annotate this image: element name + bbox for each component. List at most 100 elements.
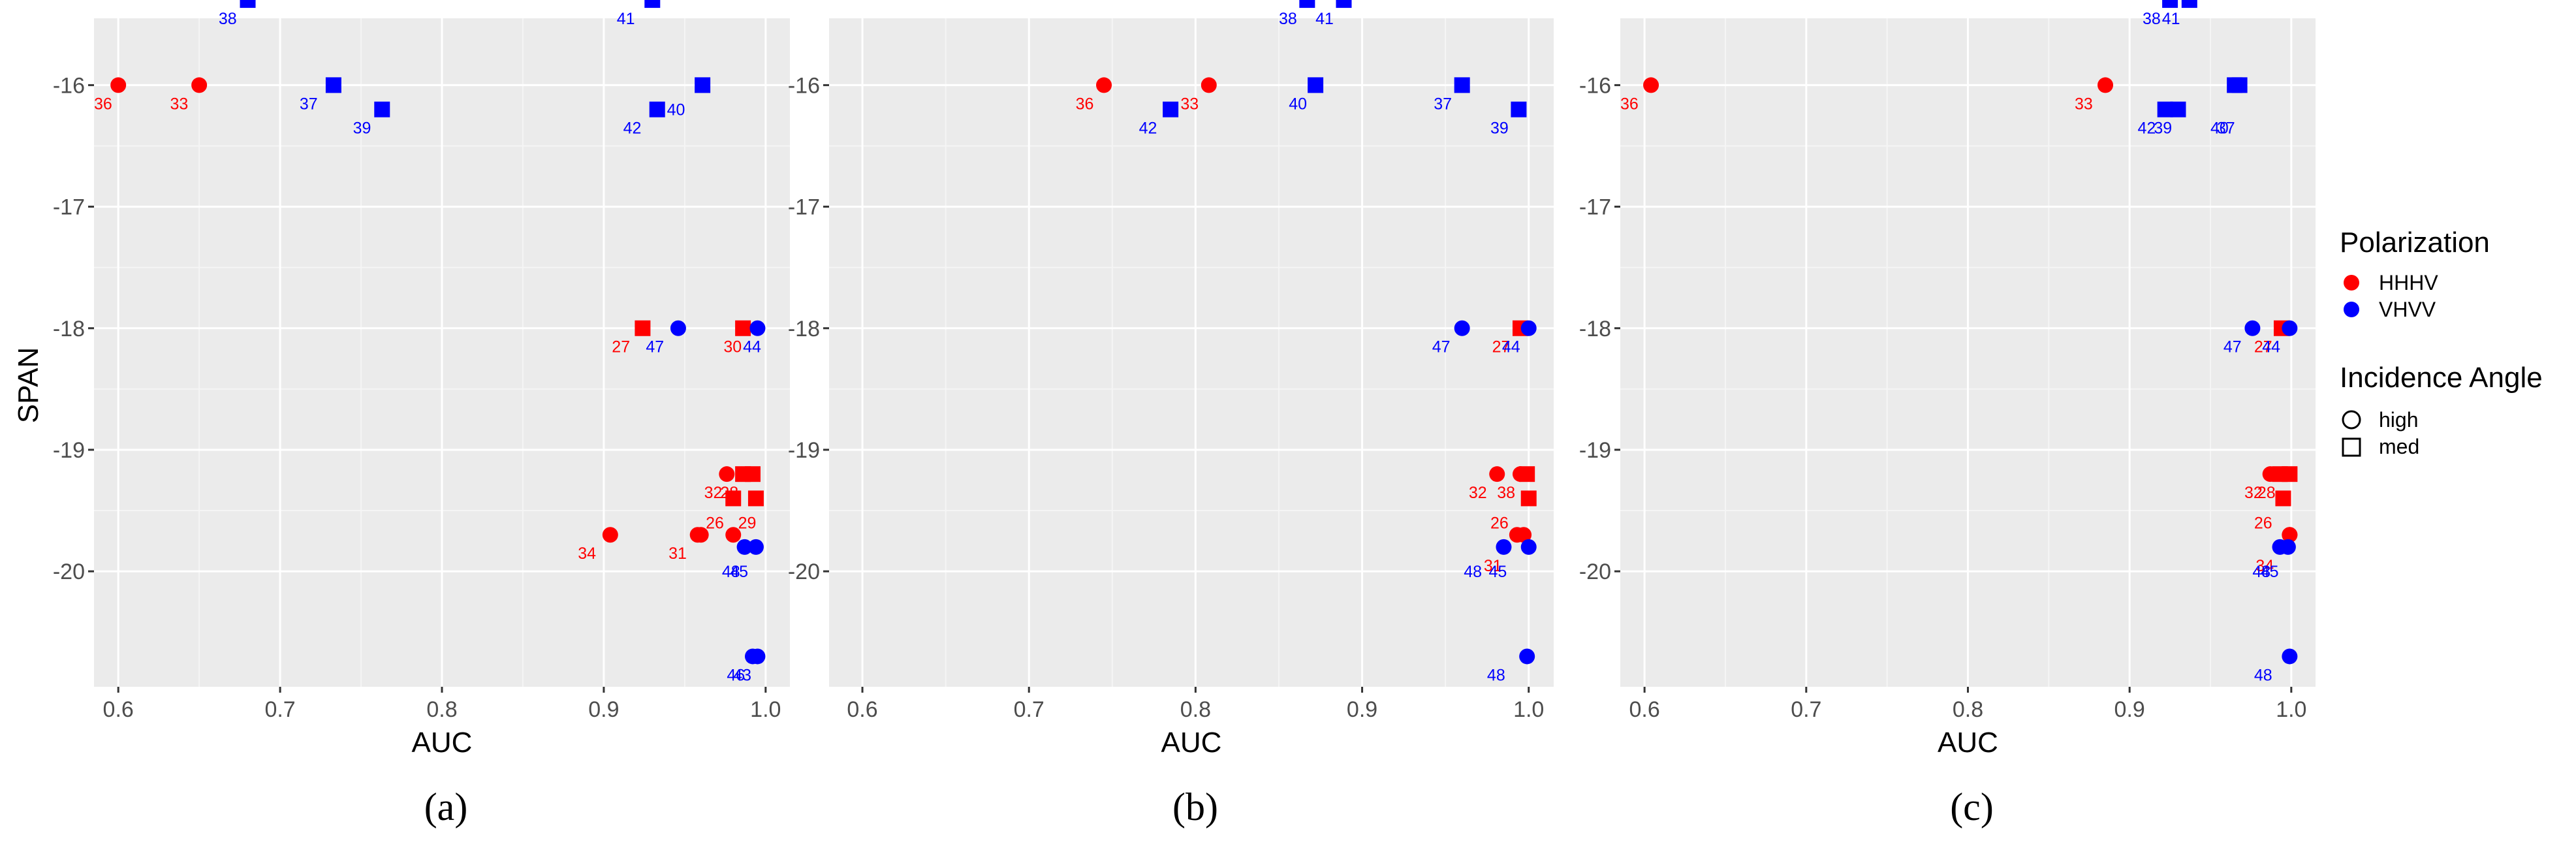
data-point-label: 42 [623, 119, 642, 138]
data-point-label: 30 [723, 338, 742, 356]
data-point-label: 48 [1464, 563, 1482, 581]
data-point-label: 44 [1502, 338, 1520, 356]
legend-label-high: high [2379, 408, 2419, 432]
data-point-label: 33 [1180, 95, 1199, 113]
data-point-label: 48 [1487, 666, 1505, 684]
data-point-label: 37 [300, 95, 318, 113]
data-point-circle [719, 466, 735, 482]
y-tick-label: -19 [1579, 438, 1611, 463]
data-point-square [1519, 466, 1535, 482]
x-tick-label: 0.7 [264, 697, 295, 722]
legend-marker-hhhv [2344, 275, 2359, 291]
data-point-label: 44 [743, 338, 761, 356]
y-tick-label: -18 [1579, 317, 1611, 341]
data-point-square [2275, 490, 2291, 507]
data-point-square [2181, 0, 2197, 8]
data-point-label: 45 [1488, 563, 1507, 581]
x-tick-label: 0.9 [588, 697, 619, 722]
data-point-label: 36 [1620, 95, 1639, 113]
data-point-label: 41 [1315, 10, 1334, 28]
data-point-square [649, 101, 665, 118]
data-point-label: 34 [578, 544, 596, 563]
legend-marker-high-circle-icon [2342, 410, 2361, 430]
data-point-circle [2097, 77, 2114, 93]
x-axis-title: AUC [1161, 727, 1222, 759]
data-point-circle [2244, 320, 2261, 336]
data-point-label: 26 [2254, 514, 2272, 533]
data-point-square [240, 0, 256, 8]
data-point-circle [191, 77, 208, 93]
panel-caption: (b) [1172, 785, 1218, 828]
data-point-label: 36 [94, 95, 112, 113]
data-point-label: 40 [667, 101, 685, 119]
data-point-circle [1201, 77, 1217, 93]
data-point-label: 40 [1289, 95, 1307, 113]
data-point-square [2170, 101, 2186, 118]
data-point-label: 31 [668, 544, 687, 563]
data-point-label: 32 [704, 484, 723, 502]
x-tick-label: 0.8 [426, 697, 457, 722]
legend: Polarization HHHV VHVV Incidence Angle h… [2340, 227, 2543, 458]
y-tick-label: -19 [788, 438, 820, 463]
data-point-label: 29 [738, 514, 757, 533]
data-point-label: 38 [1497, 484, 1515, 502]
data-point-label: 43 [733, 666, 751, 684]
data-point-square [744, 466, 761, 482]
data-point-circle [747, 539, 764, 555]
data-point-square [735, 320, 751, 336]
data-point-circle [749, 648, 766, 665]
data-point-circle [2282, 527, 2298, 543]
panel-b: 0.6 0.7 0.8 0.9 1.0 -16 -17 -18 -19 -20 36 33 42 38 41… [788, 0, 1554, 828]
data-point-label: 47 [1432, 338, 1451, 356]
data-point-circle [1516, 527, 1532, 543]
data-point-label: 32 [1469, 484, 1487, 502]
y-tick-label: -18 [53, 317, 85, 341]
data-point-circle [1520, 539, 1537, 555]
data-point-square [1308, 77, 1324, 93]
y-tick-label: -20 [53, 559, 85, 584]
x-tick-label: 1.0 [750, 697, 781, 722]
data-point-square [1336, 0, 1352, 8]
data-point-label: 39 [2154, 119, 2172, 138]
data-point-square [635, 320, 651, 336]
data-point-label: 26 [1490, 514, 1509, 533]
data-point-circle [1454, 320, 1470, 336]
data-point-square [2162, 0, 2178, 8]
data-point-label: 45 [2261, 563, 2279, 581]
data-point-label: 28 [720, 484, 738, 502]
data-point-circle [749, 320, 766, 336]
panels: 0.6 0.7 0.8 0.9 1.0 -16 -17 -18 -19 -20 36 33 38 37 39… [53, 0, 2316, 828]
data-point-label: 39 [1490, 119, 1509, 138]
data-point-label: 27 [1492, 338, 1511, 356]
data-point-label: 48 [2252, 563, 2270, 581]
data-point-label: 32 [2244, 484, 2263, 502]
data-point-square [374, 101, 390, 118]
data-point-label: 48 [722, 563, 740, 581]
data-point-label: 27 [2254, 338, 2272, 356]
data-point-circle [736, 539, 753, 555]
data-point-circle [1096, 77, 1112, 93]
data-point-circle [670, 320, 686, 336]
data-point-label: 42 [2138, 119, 2156, 138]
data-point-label: 46 [727, 666, 745, 684]
data-point-label: 31 [1484, 557, 1502, 575]
x-axis-title: AUC [1938, 727, 1998, 759]
data-point-label: 26 [706, 514, 724, 533]
data-point-square [1511, 101, 1527, 118]
x-tick-label: 0.6 [103, 697, 134, 722]
x-tick-label: 0.6 [847, 697, 877, 722]
data-point-square [644, 0, 661, 8]
data-point-circle [1496, 539, 1512, 555]
legend-marker-med-square-icon [2342, 437, 2361, 457]
data-point-label: 47 [2223, 338, 2242, 356]
x-tick-label: 0.8 [1953, 697, 1983, 722]
panel-a: 0.6 0.7 0.8 0.9 1.0 -16 -17 -18 -19 -20 36 33 38 37 39… [53, 0, 790, 828]
y-tick-label: -16 [788, 73, 820, 98]
y-tick-label: -16 [53, 73, 85, 98]
y-tick-label: -19 [53, 438, 85, 463]
data-point-square [2282, 466, 2298, 482]
data-point-label: 39 [353, 119, 371, 138]
data-point-circle [725, 527, 742, 543]
x-tick-label: 0.6 [1629, 697, 1660, 722]
